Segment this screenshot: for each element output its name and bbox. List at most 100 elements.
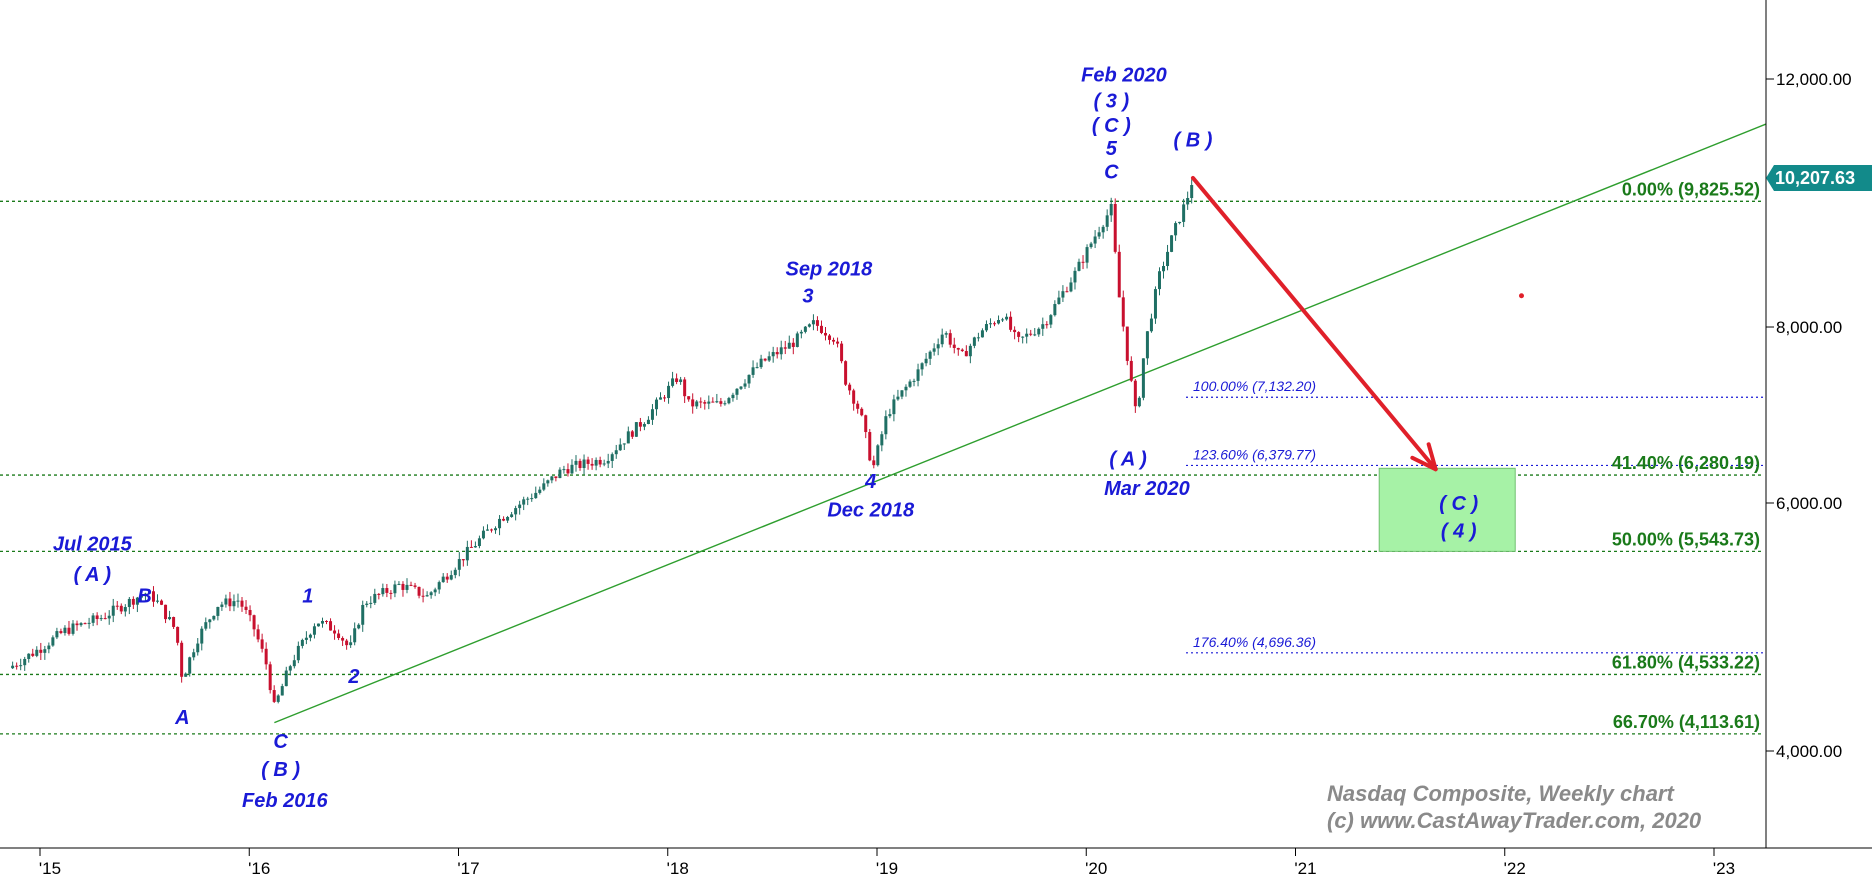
candle-down bbox=[1017, 331, 1021, 343]
wave-label: 4 bbox=[864, 471, 876, 493]
candle-body bbox=[542, 483, 546, 490]
candle-body bbox=[815, 320, 819, 326]
candle-up bbox=[514, 505, 518, 521]
candle-up bbox=[192, 648, 196, 661]
candle-up bbox=[896, 389, 900, 401]
candle-body bbox=[538, 489, 542, 493]
candle-down bbox=[413, 582, 417, 589]
candle-body bbox=[771, 352, 775, 357]
candle-up bbox=[284, 666, 288, 687]
candle-up bbox=[369, 596, 373, 609]
candle-body bbox=[208, 619, 212, 623]
candle-body bbox=[731, 394, 735, 399]
candle-body bbox=[1186, 198, 1190, 205]
chart-title: Nasdaq Composite, Weekly chart bbox=[1327, 781, 1675, 806]
candle-body bbox=[260, 639, 264, 649]
time-tick-label: '18 bbox=[667, 859, 689, 878]
candle-down bbox=[151, 586, 155, 607]
candle-up bbox=[610, 452, 614, 468]
candle-up bbox=[212, 615, 216, 621]
candle-up bbox=[795, 331, 799, 348]
candle-body bbox=[224, 598, 228, 605]
candle-body bbox=[884, 416, 888, 435]
candle-body bbox=[522, 499, 526, 505]
wave-labels: Jul 2015 ( A ) B A 1 2 C ( B ) Feb 2016 Sep 2018 3… bbox=[53, 65, 1479, 812]
candle-body bbox=[586, 459, 590, 464]
candle-body bbox=[27, 653, 31, 659]
candle-body bbox=[787, 342, 791, 349]
candle-down bbox=[83, 622, 87, 625]
price-tick-label: 12,000.00 bbox=[1776, 70, 1852, 89]
retracement-label: 50.00% (5,543.73) bbox=[1612, 529, 1760, 549]
candle-up bbox=[880, 431, 884, 452]
candle-body bbox=[389, 592, 393, 594]
candle-down bbox=[180, 640, 184, 683]
candle-up bbox=[767, 351, 771, 362]
candle-body bbox=[699, 401, 703, 403]
candle-body bbox=[691, 399, 695, 407]
candle-body bbox=[896, 396, 900, 400]
candle-up bbox=[477, 535, 481, 549]
candle-down bbox=[590, 458, 594, 470]
candle-body bbox=[550, 476, 554, 481]
candle-up bbox=[1077, 258, 1081, 272]
candle-up bbox=[751, 360, 755, 378]
candle-body bbox=[11, 665, 15, 669]
candle-up bbox=[997, 315, 1001, 325]
wave-label: Dec 2018 bbox=[827, 499, 915, 521]
candle-body bbox=[924, 358, 928, 364]
candle-body bbox=[39, 649, 43, 653]
wave-label: ( A ) bbox=[74, 564, 112, 586]
candle-down bbox=[377, 592, 381, 600]
candle-body bbox=[288, 666, 292, 671]
candle-down bbox=[401, 581, 405, 597]
candle-up bbox=[743, 379, 747, 390]
candle-up bbox=[288, 664, 292, 676]
candle-body bbox=[429, 592, 433, 596]
candle-up bbox=[300, 638, 304, 649]
candle-up bbox=[276, 694, 280, 704]
candle-body bbox=[264, 648, 268, 665]
candle-up bbox=[449, 570, 453, 581]
candle-body bbox=[912, 380, 916, 382]
candle-down bbox=[691, 393, 695, 414]
candle-up bbox=[361, 600, 365, 632]
candle-body bbox=[614, 450, 618, 455]
candle-body bbox=[421, 595, 425, 597]
time-tick-label: '23 bbox=[1713, 859, 1735, 878]
candle-up bbox=[574, 455, 578, 472]
candle-body bbox=[751, 367, 755, 375]
candle-body bbox=[139, 595, 143, 598]
candle-down bbox=[119, 603, 123, 615]
candle-up bbox=[799, 329, 803, 339]
candle-body bbox=[292, 660, 296, 667]
candle-body bbox=[671, 378, 675, 386]
candle-body bbox=[168, 617, 172, 620]
candle-body bbox=[860, 408, 864, 416]
candle-up bbox=[365, 601, 369, 608]
candle-up bbox=[316, 623, 320, 627]
candle-body bbox=[1101, 226, 1105, 233]
candle-down bbox=[832, 337, 836, 345]
candle-up bbox=[1105, 209, 1109, 232]
candle-body bbox=[622, 443, 626, 445]
candle-body bbox=[300, 639, 304, 646]
candle-body bbox=[1137, 397, 1141, 407]
candle-body bbox=[819, 325, 823, 333]
candle-body bbox=[433, 589, 437, 593]
candle-body bbox=[630, 431, 634, 437]
candle-body bbox=[1166, 251, 1170, 267]
candle-body bbox=[111, 605, 115, 616]
candle-body bbox=[485, 529, 489, 531]
candle-down bbox=[115, 601, 119, 610]
candle-up bbox=[972, 336, 976, 349]
candle-up bbox=[236, 593, 240, 608]
candle-down bbox=[329, 618, 333, 631]
candle-down bbox=[791, 338, 795, 355]
candle-up bbox=[1186, 191, 1190, 210]
candle-body bbox=[514, 508, 518, 515]
candle-down bbox=[687, 396, 691, 402]
candle-down bbox=[1133, 378, 1137, 413]
candle-up bbox=[811, 314, 815, 331]
candle-up bbox=[485, 524, 489, 531]
